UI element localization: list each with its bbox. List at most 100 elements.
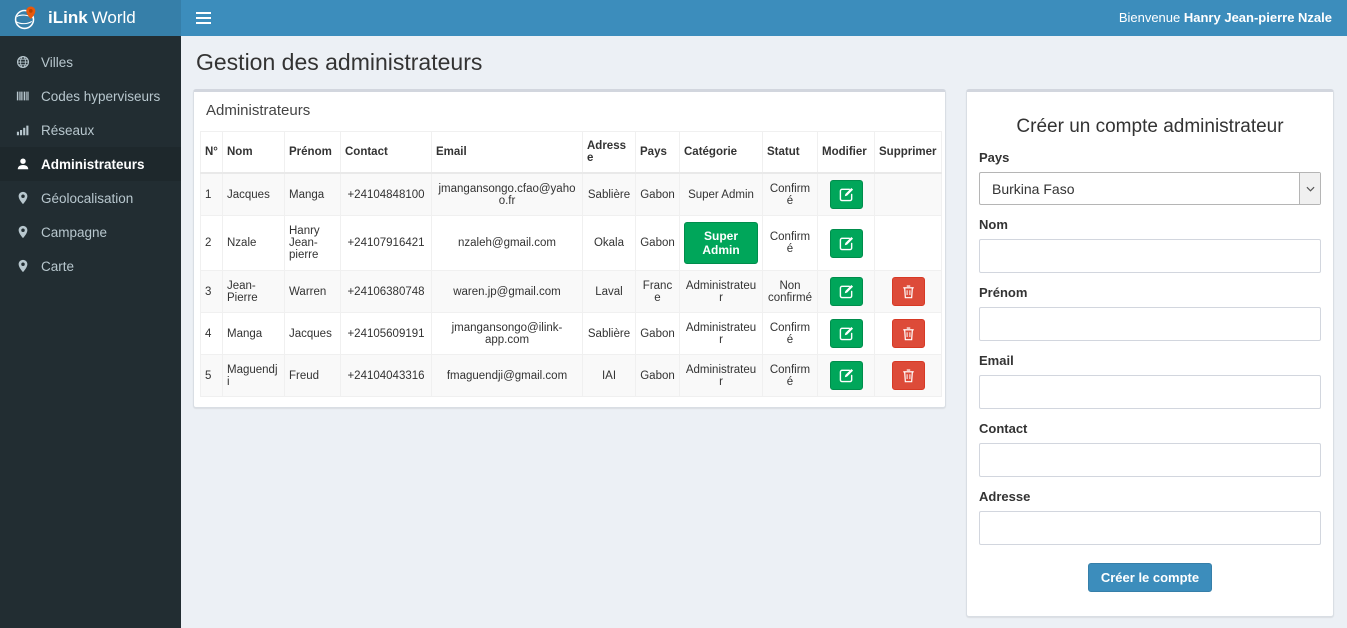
cell-prenom: Jacques (284, 312, 341, 355)
table-row: 4 Manga Jacques +24105609191 jmangansong… (200, 312, 942, 355)
cell-no: 5 (200, 354, 223, 397)
prenom-label: Prénom (979, 285, 1028, 300)
cell-prenom: Warren (284, 270, 341, 313)
pencil-square-icon (839, 368, 854, 383)
cell-nom: Jacques (222, 172, 285, 216)
sidebar-item-codes-hyperviseurs[interactable]: Codes hyperviseurs (0, 79, 181, 113)
col-header-statut: Statut (762, 131, 818, 174)
col-header-categorie: Catégorie (679, 131, 763, 174)
cell-adresse: Sablière (582, 172, 636, 216)
cell-email: nzaleh@gmail.com (431, 215, 583, 271)
prenom-field[interactable] (979, 307, 1321, 341)
table-row: 2 Nzale Hanry Jean-pierre +24107916421 n… (200, 215, 942, 271)
col-header-modifier: Modifier (817, 131, 875, 174)
create-account-panel: Créer un compte administrateur Pays Burk… (966, 89, 1334, 617)
pencil-square-icon (839, 236, 854, 251)
contact-label: Contact (979, 421, 1028, 436)
cell-no: 2 (200, 215, 223, 271)
cell-pays: France (635, 270, 680, 313)
cell-supprimer-empty (874, 172, 942, 216)
cell-prenom: Manga (284, 172, 341, 216)
create-account-button[interactable]: Créer le compte (1087, 563, 1213, 592)
contact-field[interactable] (979, 443, 1321, 477)
cell-nom: Jean-Pierre (222, 270, 285, 313)
sidebar-item-administrateurs[interactable]: Administrateurs (0, 147, 181, 181)
cell-adresse: Okala (582, 215, 636, 271)
app-brand[interactable]: iLink World (0, 0, 181, 36)
globe-pin-logo-icon (12, 5, 39, 32)
edit-button[interactable] (829, 319, 863, 348)
map-marker-icon (15, 190, 31, 206)
pays-select[interactable]: Burkina Faso (979, 172, 1321, 205)
cell-supprimer-empty (874, 215, 942, 271)
delete-button[interactable] (891, 319, 925, 348)
cell-email: jmangansongo@ilink-app.com (431, 312, 583, 355)
user-icon (15, 156, 31, 172)
top-navbar: iLink World Bienvenue Hanry Jean-pierre N… (0, 0, 1347, 36)
cell-statut: Confirmé (762, 215, 818, 271)
col-header-contact: Contact (340, 131, 432, 174)
nom-field[interactable] (979, 239, 1321, 273)
cell-contact: +24105609191 (340, 312, 432, 355)
col-header-nom: Nom (222, 131, 285, 174)
sidebar-item-label: Réseaux (41, 122, 95, 138)
col-header-prenom: Prénom (284, 131, 341, 174)
delete-button[interactable] (891, 277, 925, 306)
nom-label: Nom (979, 217, 1008, 232)
sidebar-item-campagne[interactable]: Campagne (0, 215, 181, 249)
table-header-row: N° Nom Prénom Contact Email Adresse Pays… (200, 131, 942, 174)
delete-button[interactable] (891, 361, 925, 390)
cell-pays: Gabon (635, 215, 680, 271)
col-header-supprimer: Supprimer (874, 131, 942, 174)
email-label: Email (979, 353, 1014, 368)
administrators-panel-title: Administrateurs (206, 102, 311, 119)
cell-no: 1 (200, 172, 223, 216)
cell-pays: Gabon (635, 354, 680, 397)
main-content: Gestion des administrateurs Administrate… (181, 0, 1347, 617)
col-header-email: Email (431, 131, 583, 174)
edit-button[interactable] (829, 361, 863, 390)
cell-prenom: Freud (284, 354, 341, 397)
brand-name-bold: iLink (48, 8, 88, 27)
edit-button[interactable] (829, 180, 863, 209)
cell-pays: Gabon (635, 172, 680, 216)
email-field[interactable] (979, 375, 1321, 409)
cell-categorie: Administrateur (679, 270, 763, 313)
signal-bars-icon (15, 122, 31, 138)
col-header-adresse: Adresse (582, 131, 636, 174)
sidebar-item-geolocalisation[interactable]: Géolocalisation (0, 181, 181, 215)
sidebar-item-label: Villes (41, 54, 74, 70)
pencil-square-icon (839, 284, 854, 299)
trash-icon (902, 368, 915, 383)
barcode-icon (15, 88, 31, 104)
administrators-panel: Administrateurs N° Nom Prénom Contact Em… (193, 89, 946, 408)
sidebar-item-label: Carte (41, 258, 75, 274)
super-admin-badge-button[interactable]: Super Admin (684, 222, 758, 264)
pencil-square-icon (839, 187, 854, 202)
cell-email: fmaguendji@gmail.com (431, 354, 583, 397)
adresse-field[interactable] (979, 511, 1321, 545)
user-welcome[interactable]: Bienvenue Hanry Jean-pierre Nzale (1119, 0, 1347, 36)
edit-button[interactable] (829, 228, 863, 258)
cell-pays: Gabon (635, 312, 680, 355)
cell-statut: Confirmé (762, 354, 818, 397)
cell-statut: Confirmé (762, 172, 818, 216)
sidebar-item-label: Géolocalisation (41, 190, 134, 206)
cell-statut: Non confirmé (762, 270, 818, 313)
edit-button[interactable] (829, 277, 863, 306)
brand-name-light: World (91, 8, 136, 27)
create-account-form: Pays Burkina Faso Nom Prénom Email Conta… (967, 150, 1333, 614)
cell-contact: +24107916421 (340, 215, 432, 271)
welcome-user-name: Hanry Jean-pierre Nzale (1183, 10, 1332, 25)
table-row: 3 Jean-Pierre Warren +24106380748 waren.… (200, 270, 942, 313)
sidebar-item-label: Campagne (41, 224, 108, 240)
cell-categorie: Super Admin (679, 172, 763, 216)
cell-prenom: Hanry Jean-pierre (284, 215, 341, 271)
trash-icon (902, 326, 915, 341)
sidebar-item-villes[interactable]: Villes (0, 45, 181, 79)
col-header-no: N° (200, 131, 223, 174)
sidebar-toggle-bars-icon[interactable] (181, 0, 225, 36)
cell-categorie: Administrateur (679, 312, 763, 355)
sidebar-item-carte[interactable]: Carte (0, 249, 181, 283)
sidebar-item-reseaux[interactable]: Réseaux (0, 113, 181, 147)
